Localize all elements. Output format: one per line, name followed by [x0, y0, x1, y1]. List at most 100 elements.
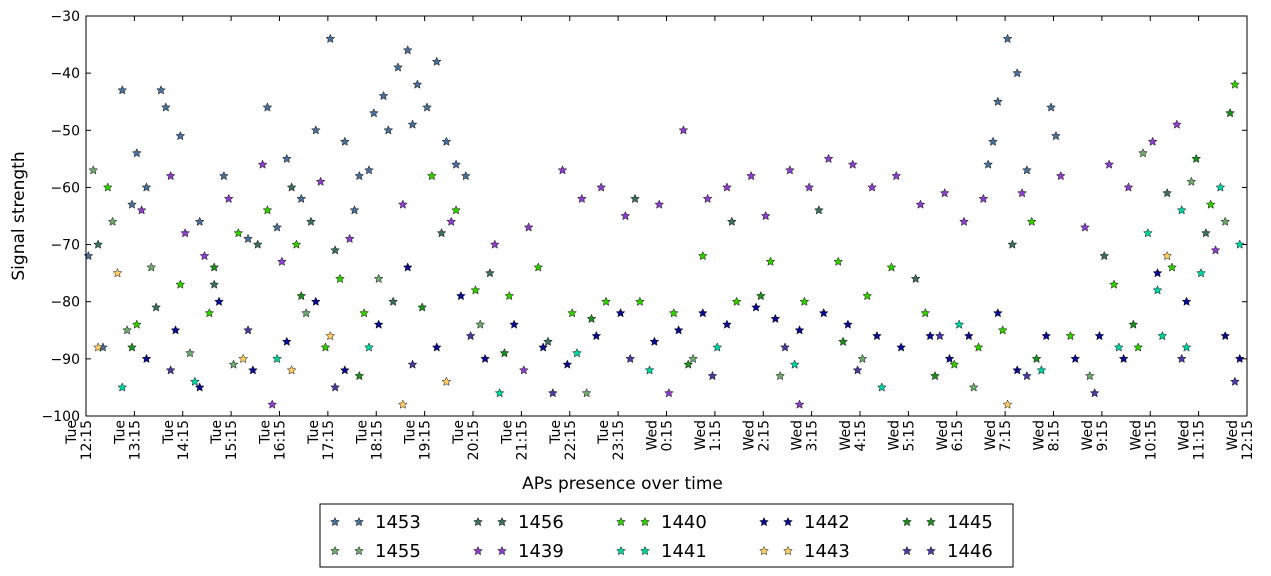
y-axis: −30 −40 −50 −60 −70 −80 −90 −100	[42, 9, 1247, 425]
legend-entry: 1443	[759, 541, 850, 562]
data-point	[112, 268, 122, 278]
y-tick-label: −80	[50, 295, 80, 311]
x-tick-label: Tue20:15	[451, 420, 482, 460]
x-tick-label: Tue13:15	[112, 420, 143, 460]
x-tick-time: 8:15	[1047, 420, 1063, 451]
x-tick-label: Tue22:15	[548, 420, 579, 460]
data-point	[940, 188, 950, 198]
x-tick-label: Wed4:15	[838, 420, 869, 451]
legend-label: 1440	[661, 512, 707, 533]
x-tick-day: Wed	[838, 420, 854, 451]
legend-entry: 1439	[473, 541, 564, 562]
data-point	[1230, 376, 1240, 386]
data-point	[83, 251, 93, 260]
data-point	[998, 325, 1008, 335]
legend-label: 1446	[947, 541, 993, 562]
data-point	[374, 274, 384, 283]
data-point	[441, 376, 451, 386]
data-point	[238, 354, 248, 363]
data-point	[354, 371, 364, 380]
x-tick-label: Wed10:15	[1128, 420, 1159, 460]
data-point	[291, 239, 301, 249]
data-point	[296, 194, 306, 203]
data-point	[635, 296, 645, 306]
data-point	[751, 302, 761, 312]
series-1441	[117, 182, 1245, 398]
data-point	[857, 354, 867, 363]
data-point	[562, 359, 572, 369]
x-tick-label: Tue19:15	[403, 420, 434, 460]
data-point	[1220, 216, 1230, 226]
x-axis-label: APs presence over time	[522, 474, 723, 494]
data-point	[954, 319, 964, 329]
x-tick-day: Wed	[1032, 420, 1048, 451]
data-point	[437, 228, 447, 238]
data-point	[799, 296, 809, 306]
series-1443	[93, 251, 1172, 409]
data-point	[137, 205, 147, 215]
data-point	[156, 85, 166, 95]
data-point	[209, 262, 219, 272]
x-tick-day: Tue	[596, 420, 612, 445]
data-point	[407, 119, 418, 129]
data-point	[1196, 268, 1206, 278]
data-point	[195, 216, 205, 226]
data-point	[161, 102, 171, 112]
legend-entry: 1456	[473, 512, 564, 533]
data-point	[698, 308, 708, 318]
x-tick-label: Tue12:15	[64, 420, 95, 460]
legend-label: 1442	[804, 512, 850, 533]
data-point	[253, 239, 263, 249]
data-point	[1022, 165, 1032, 175]
data-point	[320, 342, 331, 352]
data-point	[374, 319, 384, 329]
data-point	[959, 216, 969, 226]
data-point	[243, 325, 253, 335]
data-point	[349, 205, 360, 215]
data-point	[698, 251, 708, 260]
data-point	[935, 331, 945, 340]
data-point	[117, 85, 127, 95]
data-point	[1123, 182, 1134, 192]
y-tick-label: −30	[50, 9, 80, 25]
data-point	[456, 291, 466, 300]
data-point	[354, 171, 364, 180]
data-point	[862, 291, 872, 300]
data-point	[615, 308, 626, 318]
y-tick-label: −50	[50, 123, 80, 139]
data-point	[780, 342, 790, 352]
data-point	[330, 382, 340, 392]
data-point	[141, 354, 152, 363]
series-1442	[141, 262, 1245, 392]
series-1440	[103, 79, 1240, 369]
data-point	[1104, 159, 1114, 169]
data-point	[785, 165, 795, 175]
data-point	[272, 354, 282, 363]
data-point	[287, 365, 297, 375]
data-point	[1128, 319, 1138, 329]
data-point	[761, 211, 771, 220]
data-point	[262, 102, 272, 112]
data-point	[166, 171, 176, 180]
data-point	[877, 382, 887, 392]
data-point	[770, 314, 780, 323]
legend-entry: 1445	[902, 512, 993, 533]
y-tick-label: −90	[50, 352, 80, 368]
legend-entry: 1440	[616, 512, 707, 533]
data-point	[127, 342, 137, 352]
x-tick-time: 2:15	[756, 420, 772, 451]
x-tick-day: Tue	[548, 420, 564, 445]
data-point	[427, 171, 437, 180]
data-point	[1002, 34, 1013, 43]
data-point	[1094, 331, 1105, 340]
x-tick-day: Tue	[403, 420, 419, 445]
data-point	[1152, 268, 1163, 278]
x-tick-time: 7:15	[998, 420, 1014, 451]
data-point	[930, 371, 940, 380]
data-point	[480, 354, 490, 363]
data-point	[345, 234, 355, 243]
data-point	[1065, 331, 1075, 340]
x-tick-label: Wed12:15	[1225, 420, 1256, 460]
data-point	[625, 354, 635, 363]
